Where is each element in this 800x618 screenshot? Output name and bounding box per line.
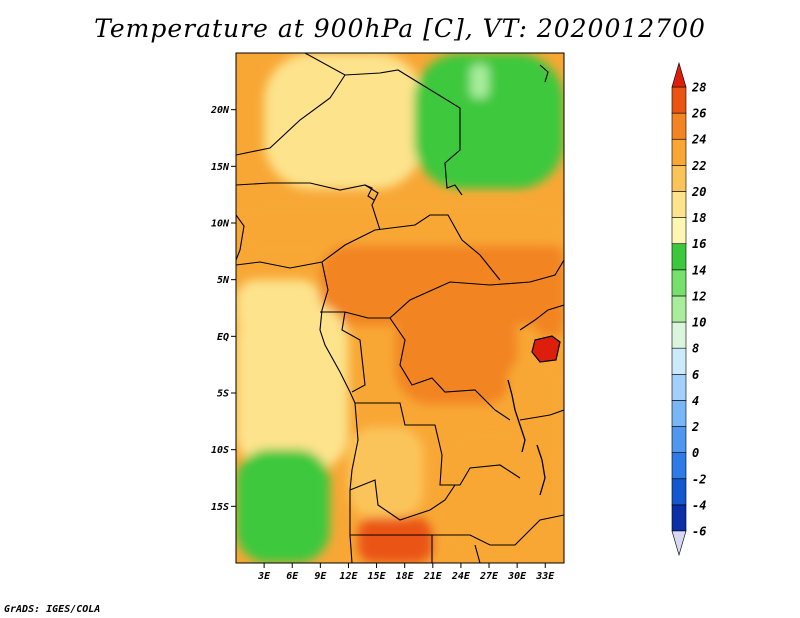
y-tick-label: 5N [217,275,230,286]
field-region-angola-plateau [348,427,424,518]
border-line [431,535,481,563]
coastline [319,261,359,563]
colorbar-box [671,426,687,453]
colorbar-label: -2 [692,472,706,486]
lake-outline [364,184,375,201]
colorbar-label: 8 [692,342,699,356]
colorbar-label: 0 [692,446,699,460]
x-tick-label: 30E [507,571,527,582]
border-line [304,53,463,196]
field-region-sahara-central [310,87,386,155]
y-tick-label: 15S [211,502,229,513]
colorbar-label: -6 [692,525,706,539]
colorbar-label: 2 [691,420,699,434]
colorbar-label: 12 [692,289,706,303]
colorbar-box [671,504,687,532]
lake-outline [531,335,561,363]
border-line [236,182,381,231]
coastline [236,214,245,261]
colorbar-box [671,138,687,166]
colorbar-box [671,86,687,114]
colorbar-box [671,400,687,427]
border-line [349,479,456,521]
colorbar-box [671,295,687,323]
map-frame [235,52,565,564]
x-tick-label: 15E [368,571,387,582]
lake-outline [507,379,526,453]
field-region-tanzania-east [507,359,564,473]
colorbar-box [671,452,687,480]
y-axis: 20N 15N 10N 5N EQ 5S 10S 15S [210,105,236,513]
colorbar-box [671,112,687,140]
y-tick-label: 20N [210,105,230,116]
border-line [320,259,564,319]
field-region-kalahari-hot [357,517,433,563]
field-region-sahel-band [236,200,564,257]
border-line [519,409,564,421]
colorbar-under-arrow [671,530,687,557]
colorbar-label: 6 [692,368,699,382]
border-line [355,402,521,486]
colorbar-box [671,373,687,401]
colorbar-box [671,243,687,271]
border-line [519,304,564,331]
colorbar-label: 4 [692,394,699,408]
lake-outline [536,444,546,496]
x-tick-label: 21E [423,571,443,582]
border-line [236,74,346,156]
colorbar-box [671,217,687,245]
country-borders [236,53,564,563]
border-line [389,317,511,421]
y-tick-label: 10S [211,445,229,456]
colorbar-label: 16 [692,237,706,251]
field-region-atlantic-south [236,302,349,473]
field-region-congo-basin [395,302,518,405]
colorbar-over-arrow [671,61,687,88]
colorbar-label: 22 [691,159,706,173]
field-region-gulf-guinea [236,279,321,337]
border-line [341,311,366,393]
colorbar-box [671,478,687,506]
border-line [236,214,501,281]
y-tick-label: 15N [211,162,230,173]
colorbar-label: -4 [692,498,706,512]
x-tick-label: 33E [535,571,555,582]
colorbar-label: 24 [691,133,706,147]
border-line [350,514,564,546]
field-region-east-hot-strip [535,245,564,337]
chart-title: Temperature at 900hPa [C], VT: 202001270… [94,14,706,43]
coastline [539,64,549,83]
colorbar-box [671,321,687,349]
colorbar-box [671,347,687,375]
y-tick-label: 5S [217,389,229,400]
colorbar-label: 20 [691,185,706,199]
colorbar-label: 14 [692,263,706,277]
colorbar-box [671,269,687,297]
field-region-southern-atlantic-cool [236,449,330,563]
colorbar-box [671,191,687,218]
x-tick-label: 9E [314,571,327,582]
x-tick-label: 3E [257,571,271,582]
colorbar-label: 18 [692,211,706,225]
x-tick-label: 6E [286,571,299,582]
field-region-northeast-highland [414,53,564,189]
colorbar-label: 10 [692,316,706,330]
x-tick-label: 24E [451,571,471,582]
colorbar-label: 26 [691,107,706,121]
y-tick-label: 10N [211,219,230,230]
x-tick-label: 18E [396,571,415,582]
x-tick-label: 12E [339,571,358,582]
x-tick-label: 27E [479,571,499,582]
footer-credit: GrADS: IGES/COLA [4,604,101,615]
x-axis: 3E 6E 9E 12E 15E 18E 21E 24E 27E 30E 33E [257,563,555,582]
y-tick-label: EQ [217,332,229,343]
colorbar-label: 28 [691,81,706,95]
temperature-field [236,53,564,563]
field-region-northeast-peak [470,64,490,99]
colorbar-box [671,165,687,192]
